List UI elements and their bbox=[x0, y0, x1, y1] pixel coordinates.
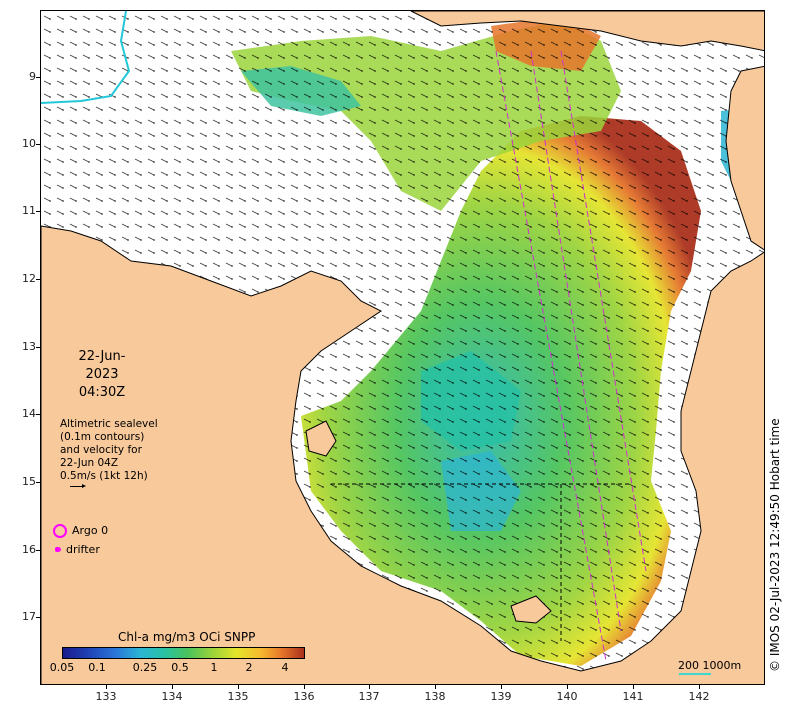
altimetry-line: (0.1m contours) bbox=[60, 431, 145, 443]
colorbar-tick: 2 bbox=[245, 661, 253, 674]
track-line-2 bbox=[530, 50, 622, 632]
lon-tick bbox=[304, 685, 305, 689]
date-time-label: 22-Jun-2023 04:30Z bbox=[62, 348, 142, 402]
altimetry-line: Altimetric sealevel bbox=[60, 418, 158, 430]
lon-label-133: 133 bbox=[95, 690, 117, 703]
lon-tick bbox=[435, 685, 436, 689]
chlorophyll-map bbox=[41, 11, 764, 684]
lon-label-134: 134 bbox=[161, 690, 183, 703]
lon-tick bbox=[633, 685, 634, 689]
colorbar-title: Chl-a mg/m3 OCi SNPP bbox=[118, 630, 256, 644]
altimetry-line: 22-Jun 04Z bbox=[60, 457, 119, 469]
river-line bbox=[41, 11, 131, 104]
lon-label-137: 137 bbox=[358, 690, 380, 703]
lat-tick bbox=[36, 77, 40, 78]
lat-label-17: 17 bbox=[22, 610, 36, 623]
lat-tick bbox=[36, 482, 40, 483]
scale-label: 200 1000m bbox=[678, 659, 742, 672]
lon-tick bbox=[106, 685, 107, 689]
land-arnhem bbox=[41, 225, 764, 684]
lat-tick bbox=[36, 211, 40, 212]
drifter-icon bbox=[55, 547, 61, 552]
lat-tick bbox=[36, 550, 40, 551]
altimetry-line: 0.5m/s (1kt 12h) bbox=[60, 470, 148, 482]
time-text: 04:30Z bbox=[78, 385, 126, 400]
colorbar bbox=[62, 647, 305, 659]
land-new-guinea bbox=[410, 11, 764, 52]
lat-tick bbox=[36, 414, 40, 415]
velocity-scale-arrow-icon bbox=[70, 484, 86, 488]
land-cape-york bbox=[725, 65, 764, 251]
colorbar-tick: 0.1 bbox=[88, 661, 106, 674]
lon-label-141: 141 bbox=[622, 690, 644, 703]
altimetry-line: and velocity for bbox=[60, 444, 142, 456]
colorbar-tick: 0.5 bbox=[171, 661, 189, 674]
lon-tick bbox=[172, 685, 173, 689]
colorbar-tick: 0.05 bbox=[49, 661, 75, 674]
lat-label-15: 15 bbox=[22, 475, 36, 488]
lon-tick bbox=[369, 685, 370, 689]
lon-tick bbox=[699, 685, 700, 689]
lat-tick bbox=[36, 279, 40, 280]
lon-label-142: 142 bbox=[688, 690, 710, 703]
date-text: 22-Jun-2023 bbox=[78, 349, 126, 382]
drifter-label: drifter bbox=[66, 543, 100, 556]
lat-label-12: 12 bbox=[22, 272, 36, 285]
lon-label-138: 138 bbox=[424, 690, 446, 703]
credit-text: © IMOS 02-Jul-2023 12:49:50 Hobart time bbox=[768, 418, 782, 672]
colorbar-tick: 0.25 bbox=[132, 661, 158, 674]
lon-label-135: 135 bbox=[227, 690, 249, 703]
argo-label: Argo 0 bbox=[72, 524, 109, 537]
lon-label-136: 136 bbox=[293, 690, 315, 703]
lat-label-16: 16 bbox=[22, 543, 36, 556]
lat-label-13: 13 bbox=[22, 340, 36, 353]
lat-tick bbox=[36, 617, 40, 618]
lon-tick bbox=[238, 685, 239, 689]
track-line-1 bbox=[495, 50, 607, 662]
lon-tick bbox=[567, 685, 568, 689]
land-mornington bbox=[510, 595, 552, 624]
lat-tick bbox=[36, 144, 40, 145]
track-line-3 bbox=[560, 50, 647, 572]
lat-label-9: 9 bbox=[29, 70, 36, 83]
scale-bar bbox=[679, 673, 711, 675]
land-island-east bbox=[305, 420, 337, 457]
lon-label-139: 139 bbox=[490, 690, 512, 703]
lat-tick bbox=[36, 347, 40, 348]
colorbar-tick: 4 bbox=[281, 661, 289, 674]
lat-label-11: 11 bbox=[22, 204, 36, 217]
colorbar-tick: 1 bbox=[210, 661, 218, 674]
argo-circle-icon bbox=[53, 524, 67, 538]
lon-label-140: 140 bbox=[556, 690, 578, 703]
altimetry-legend: Altimetric sealevel (0.1m contours) and … bbox=[60, 418, 158, 483]
map-frame bbox=[40, 10, 765, 685]
lat-label-10: 10 bbox=[22, 137, 36, 150]
lat-label-14: 14 bbox=[22, 407, 36, 420]
lon-tick bbox=[501, 685, 502, 689]
